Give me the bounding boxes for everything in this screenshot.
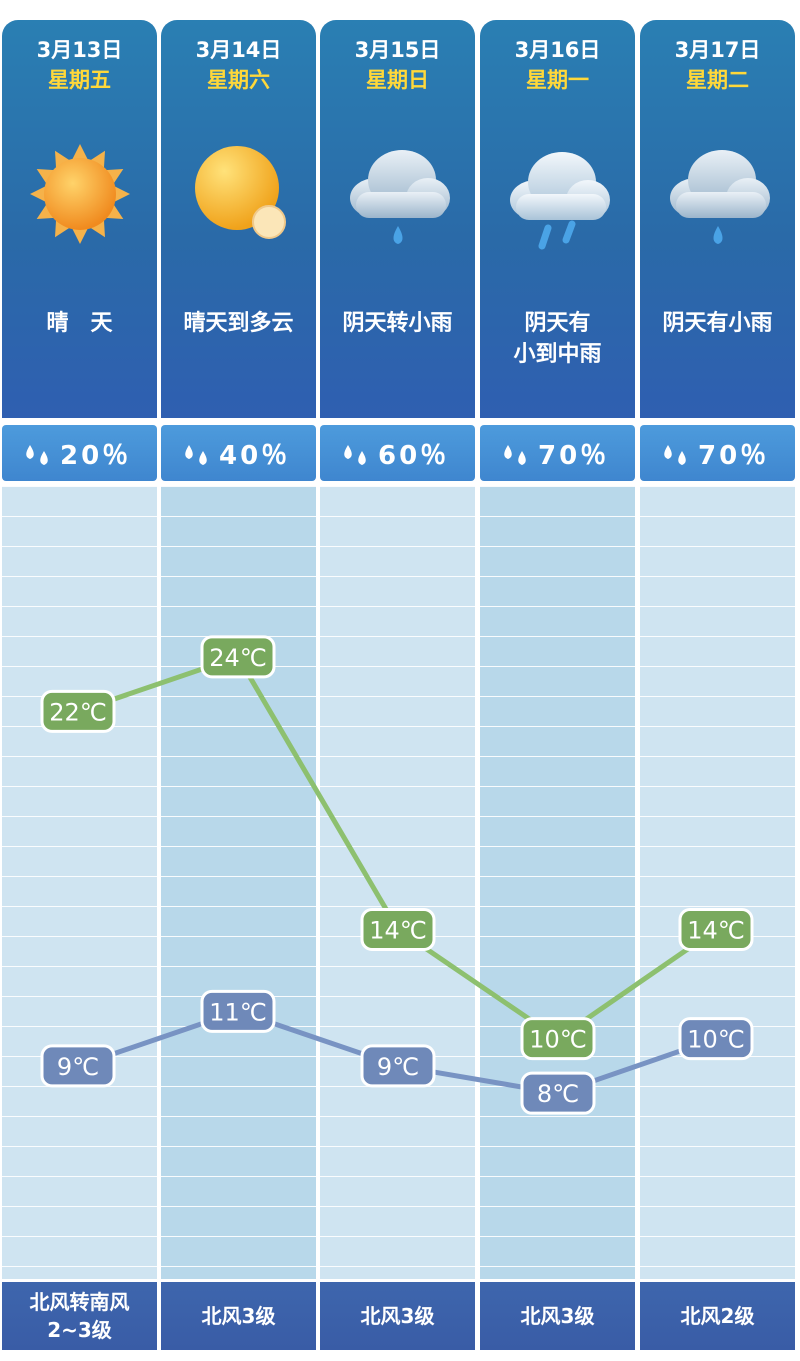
- weather-condition: 阴天转小雨: [342, 311, 453, 336]
- precip-percent: 40％: [219, 441, 291, 471]
- day-weekday: 星期六: [207, 68, 270, 92]
- sun-cloud-icon: [183, 138, 295, 250]
- wind-info: 北风2级: [640, 1282, 795, 1350]
- precip-percent: 60％: [378, 441, 450, 471]
- cloud-rain-icon: [342, 138, 454, 250]
- day-weekday: 星期一: [526, 68, 589, 92]
- precip-percent: 70％: [698, 441, 770, 471]
- day-date: 3月17日: [674, 38, 761, 62]
- raindrops-icon: [660, 441, 690, 469]
- day-header-5: 3月17日 星期二 阴天有小雨: [640, 20, 795, 418]
- chart-column-4: [480, 486, 635, 1279]
- raindrops-icon: [22, 441, 52, 469]
- weather-condition: 阴天有小雨: [662, 311, 773, 336]
- chart-column-2: [161, 486, 316, 1279]
- day-header-2: 3月14日 星期六 晴天到多云: [161, 20, 316, 418]
- precip-badge-3: 60％: [320, 425, 475, 481]
- weather-condition: 晴 天: [46, 311, 113, 336]
- precip-badge-2: 40％: [161, 425, 316, 481]
- precip-badge-4: 70％: [480, 425, 635, 481]
- precip-percent: 70％: [538, 441, 610, 471]
- chart-column-5: [640, 486, 795, 1279]
- wind-info: 北风转南风 2~3级: [2, 1282, 157, 1350]
- cloud-rain-icon: [662, 138, 774, 250]
- day-date: 3月16日: [514, 38, 601, 62]
- sun-icon: [24, 138, 136, 250]
- wind-info: 北风3级: [161, 1282, 316, 1350]
- wind-info: 北风3级: [480, 1282, 635, 1350]
- day-header-3: 3月15日 星期日 阴天转小雨: [320, 20, 475, 418]
- weather-condition: 阴天有 小到中雨: [513, 311, 602, 367]
- day-header-4: 3月16日 星期一 阴天有 小到中雨: [480, 20, 635, 418]
- raindrops-icon: [181, 441, 211, 469]
- day-weekday: 星期五: [48, 68, 111, 92]
- day-date: 3月15日: [354, 38, 441, 62]
- precip-percent: 20％: [60, 441, 132, 471]
- day-header-1: 3月13日 星期五 晴 天: [2, 20, 157, 418]
- raindrops-icon: [340, 441, 370, 469]
- wind-info: 北风3级: [320, 1282, 475, 1350]
- weather-condition: 晴天到多云: [183, 311, 294, 336]
- cloud-heavy-rain-icon: [502, 138, 614, 250]
- precip-badge-1: 20％: [2, 425, 157, 481]
- chart-column-1: [2, 486, 157, 1279]
- raindrops-icon: [500, 441, 530, 469]
- chart-column-3: [320, 486, 475, 1279]
- day-weekday: 星期二: [686, 68, 749, 92]
- day-date: 3月13日: [36, 38, 123, 62]
- day-weekday: 星期日: [366, 68, 429, 92]
- day-date: 3月14日: [195, 38, 282, 62]
- precip-badge-5: 70％: [640, 425, 795, 481]
